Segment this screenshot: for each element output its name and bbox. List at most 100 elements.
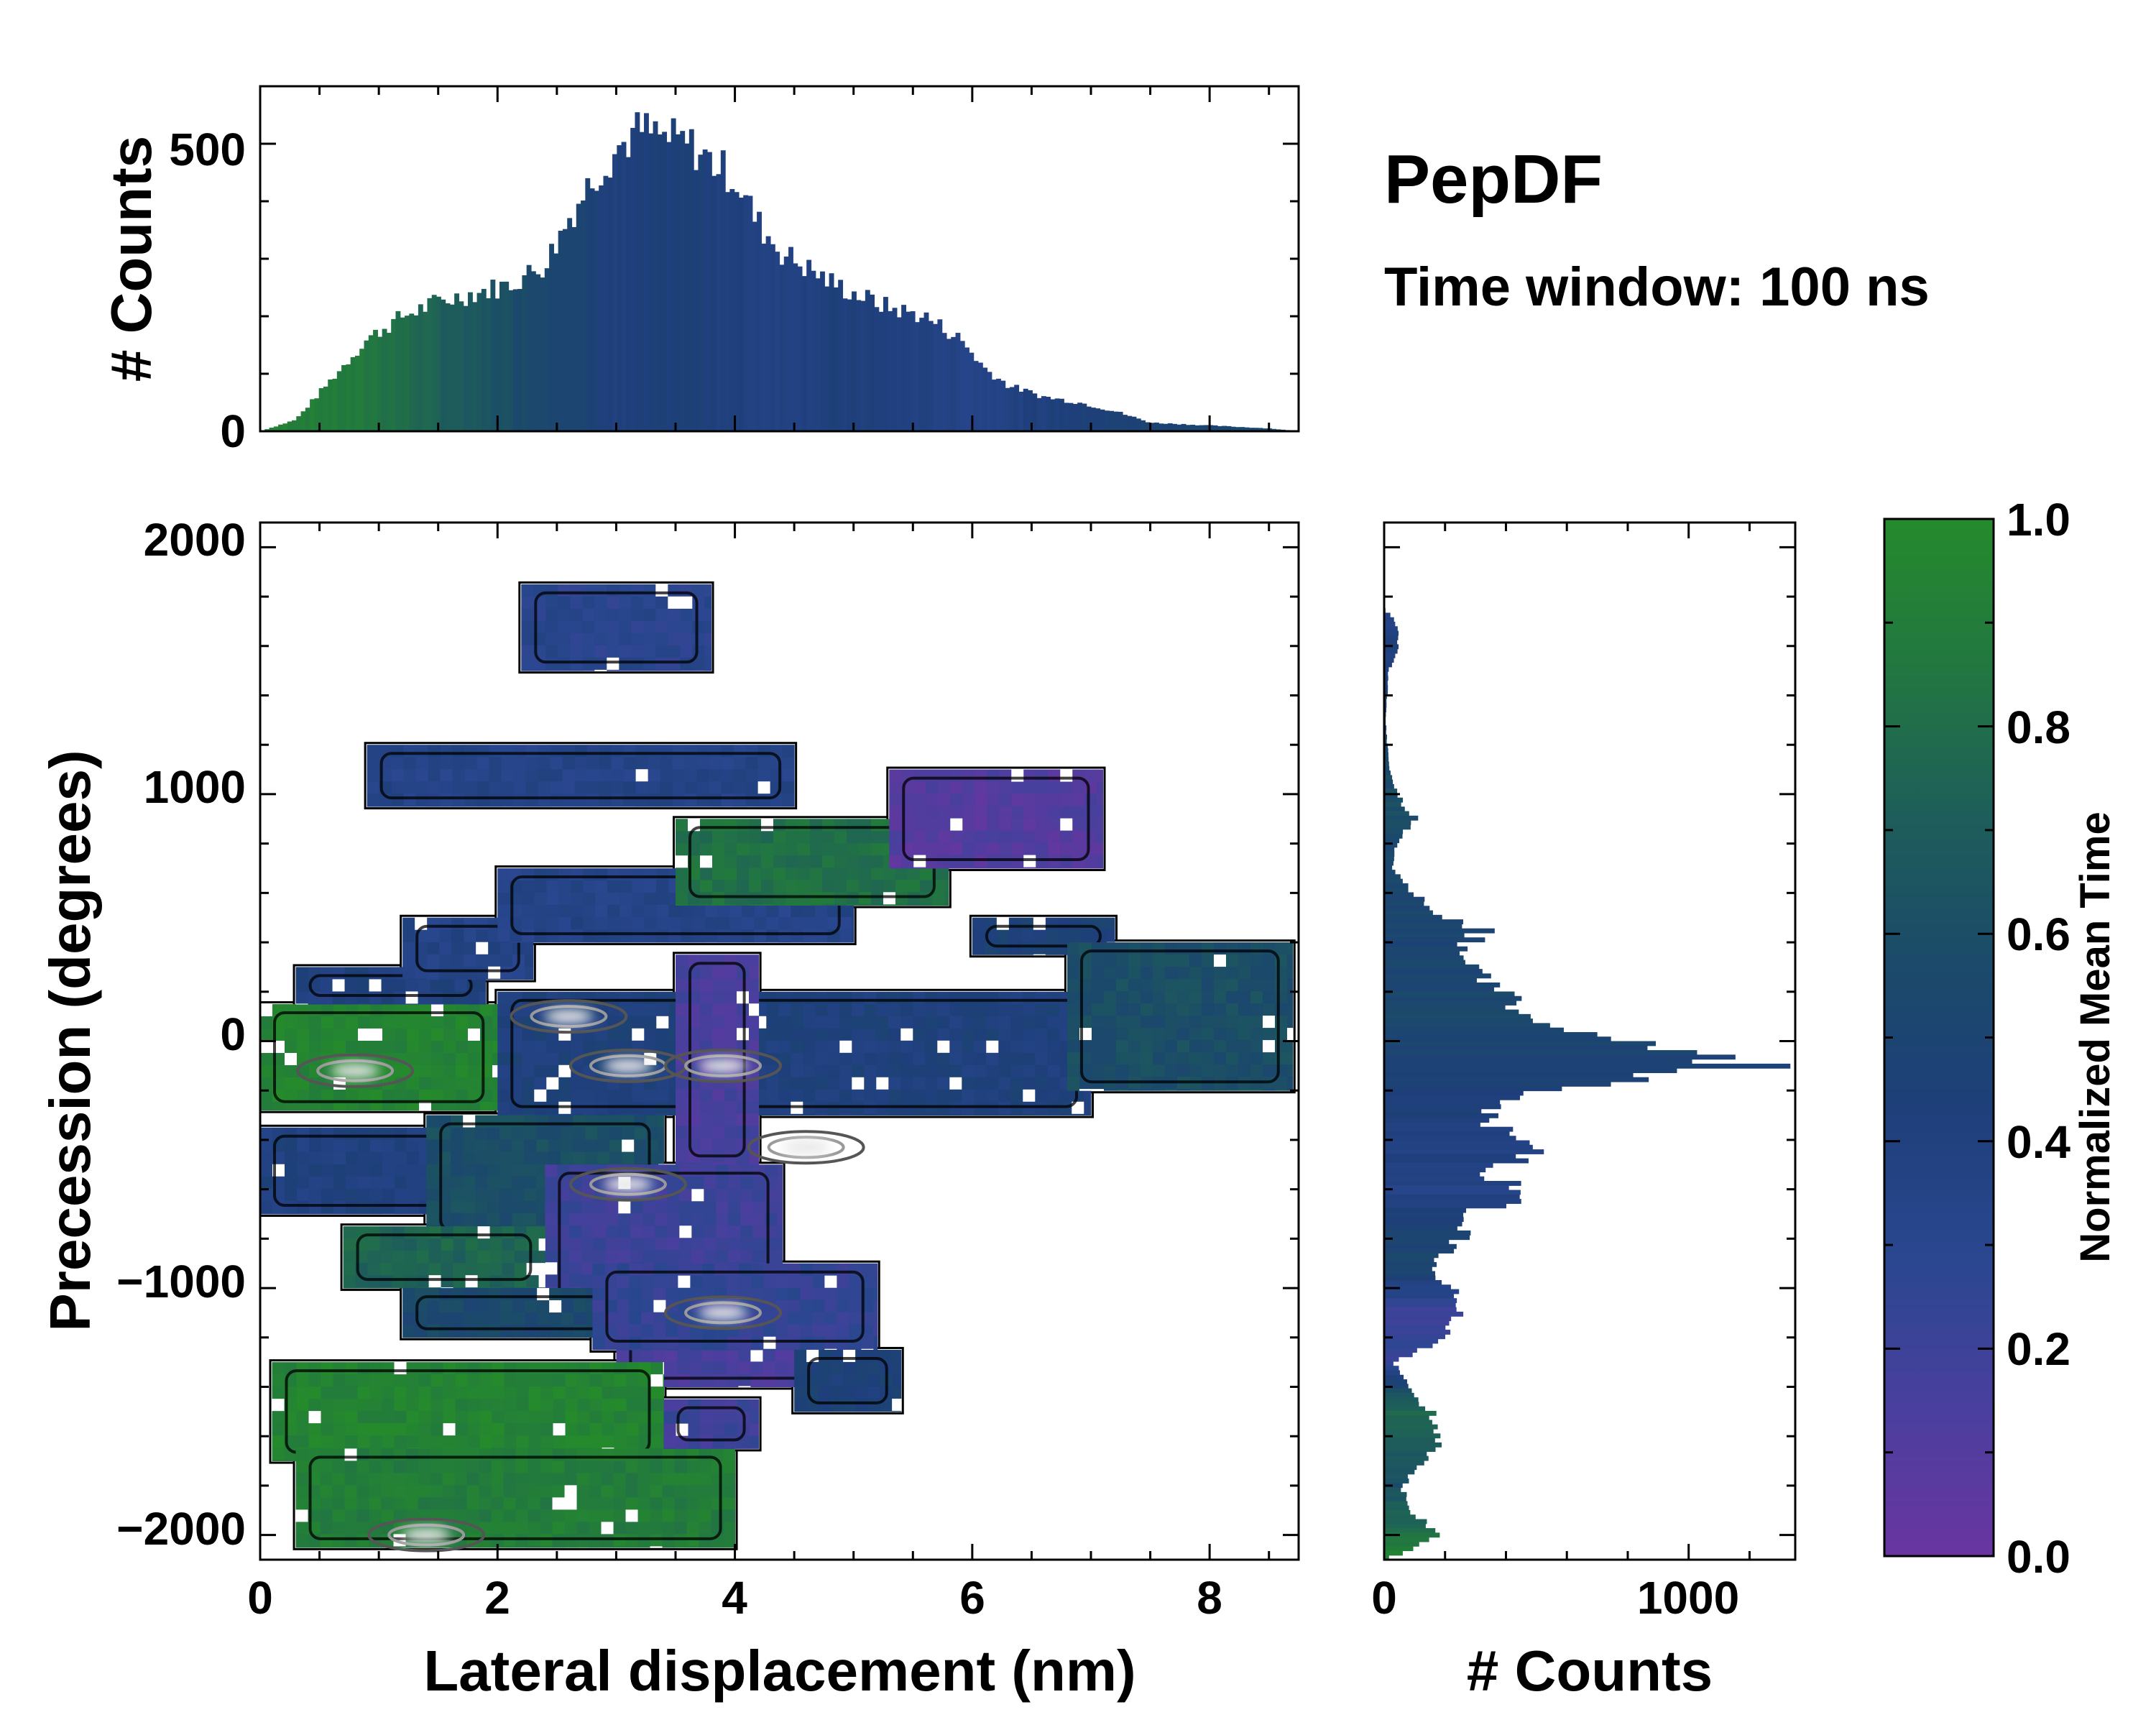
heatmap-cell <box>737 831 750 844</box>
side-histogram-bar <box>1384 1366 1399 1371</box>
heatmap-cell <box>440 781 453 794</box>
top-histogram-bar <box>1185 425 1191 431</box>
heatmap-cell <box>724 1162 737 1165</box>
heatmap-cell <box>712 1101 725 1114</box>
heatmap-cell <box>622 1127 635 1141</box>
heatmap-cell <box>564 1522 578 1535</box>
heatmap-cell <box>370 1003 383 1017</box>
heatmap-cell <box>834 880 847 893</box>
heatmap-cell <box>619 880 632 893</box>
heatmap-cell <box>831 1349 844 1363</box>
side-histogram-bar <box>1384 851 1395 857</box>
heatmap-cell <box>443 1040 456 1054</box>
heatmap-cell <box>998 1016 1011 1029</box>
heatmap-cell <box>641 1348 654 1351</box>
heatmap-cell <box>632 1028 645 1041</box>
heatmap-cell <box>528 1374 542 1387</box>
heatmap-cell <box>913 794 926 807</box>
heatmap-cell <box>855 1398 868 1412</box>
side-histogram-bar <box>1384 1230 1471 1236</box>
heatmap-cell <box>285 1164 298 1177</box>
heatmap-cell <box>589 1411 603 1424</box>
heatmap-cell <box>1097 830 1104 844</box>
heatmap-cell <box>749 1126 760 1138</box>
heatmap-cell <box>538 1263 545 1276</box>
heatmap-cell <box>589 1522 602 1535</box>
heatmap-cell <box>1274 979 1288 992</box>
heatmap-cell <box>309 1127 322 1141</box>
heatmap-cell <box>717 905 730 918</box>
heatmap-cell <box>1035 1040 1048 1054</box>
heatmap-cell <box>632 991 645 1005</box>
heatmap-cell <box>1103 1089 1117 1091</box>
heatmap-cell <box>855 1361 868 1375</box>
heatmap-cell <box>786 831 798 844</box>
heatmap-cell <box>900 1113 913 1116</box>
main-heatmap-ticks <box>259 523 1299 1560</box>
heatmap-cell <box>876 1016 889 1029</box>
heatmap-cell <box>476 954 489 967</box>
heatmap-cell <box>534 942 547 943</box>
heatmap-cell <box>570 608 583 622</box>
heatmap-cell <box>704 1250 717 1263</box>
heatmap-cell <box>642 1201 655 1214</box>
heatmap-cell <box>370 1176 383 1190</box>
heatmap-cell <box>705 942 718 943</box>
heatmap-cell <box>607 942 620 943</box>
heatmap-cell <box>451 1127 464 1141</box>
top-histogram-bar <box>951 336 957 431</box>
heatmap-cell <box>1238 967 1251 980</box>
heatmap-cell <box>546 942 559 943</box>
heatmap-contour <box>985 924 1102 948</box>
heatmap-cell <box>451 942 464 955</box>
top-histogram-bar <box>468 292 473 431</box>
heatmap-cell <box>873 1312 878 1325</box>
heatmap-cell <box>570 596 583 610</box>
heatmap-cell <box>1072 781 1085 795</box>
heatmap-cell <box>663 1411 664 1424</box>
heatmap-cell <box>456 1089 469 1103</box>
heatmap-cell <box>740 1177 753 1190</box>
heatmap-cell <box>613 1448 627 1461</box>
heatmap-cell <box>689 1386 702 1387</box>
heatmap-cell <box>1067 1028 1080 1041</box>
heatmap-cell <box>822 868 835 880</box>
heatmap-cell <box>684 781 698 794</box>
heatmap-cell <box>724 1126 737 1138</box>
heatmap-cell <box>333 1200 346 1214</box>
heatmap-cell <box>1091 1003 1105 1016</box>
heatmap-cell <box>321 1386 334 1399</box>
heatmap-cell <box>900 1089 913 1103</box>
top-histogram-bar <box>576 203 581 431</box>
heatmap-cell <box>540 1485 553 1498</box>
heatmap-cell <box>534 1052 547 1066</box>
heatmap-cell <box>1250 1089 1263 1091</box>
heatmap-cell <box>601 1534 614 1547</box>
heatmap-cell <box>392 1263 405 1276</box>
top-histogram-bar <box>1050 399 1056 431</box>
heatmap-cell <box>333 1028 346 1041</box>
heatmap-cell <box>1008 954 1022 955</box>
heatmap-cell <box>752 1213 765 1226</box>
heatmap-cell <box>381 1473 395 1486</box>
heatmap-cell <box>749 1028 760 1041</box>
heatmap-cell <box>1067 979 1080 992</box>
heatmap-cell <box>395 1213 407 1215</box>
heatmap-cell <box>565 1386 579 1399</box>
heatmap-cell <box>739 1275 752 1289</box>
side-histogram-bar <box>1384 1045 1648 1051</box>
heatmap-cell <box>656 1003 669 1017</box>
heatmap-cell <box>962 830 975 844</box>
heatmap-cell <box>1152 1089 1166 1091</box>
heatmap-cell <box>737 868 750 880</box>
heatmap-cell <box>678 1287 691 1301</box>
heatmap-cell <box>297 1188 310 1202</box>
heatmap-cell <box>773 819 786 832</box>
heatmap-cell <box>876 1077 889 1090</box>
heatmap-cell <box>1189 1040 1202 1053</box>
heatmap-cell <box>407 1139 420 1153</box>
heatmap-cell <box>920 868 933 880</box>
heatmap-cell <box>344 1497 358 1510</box>
heatmap-cell <box>1115 1040 1129 1053</box>
heatmap-cell <box>595 868 608 881</box>
